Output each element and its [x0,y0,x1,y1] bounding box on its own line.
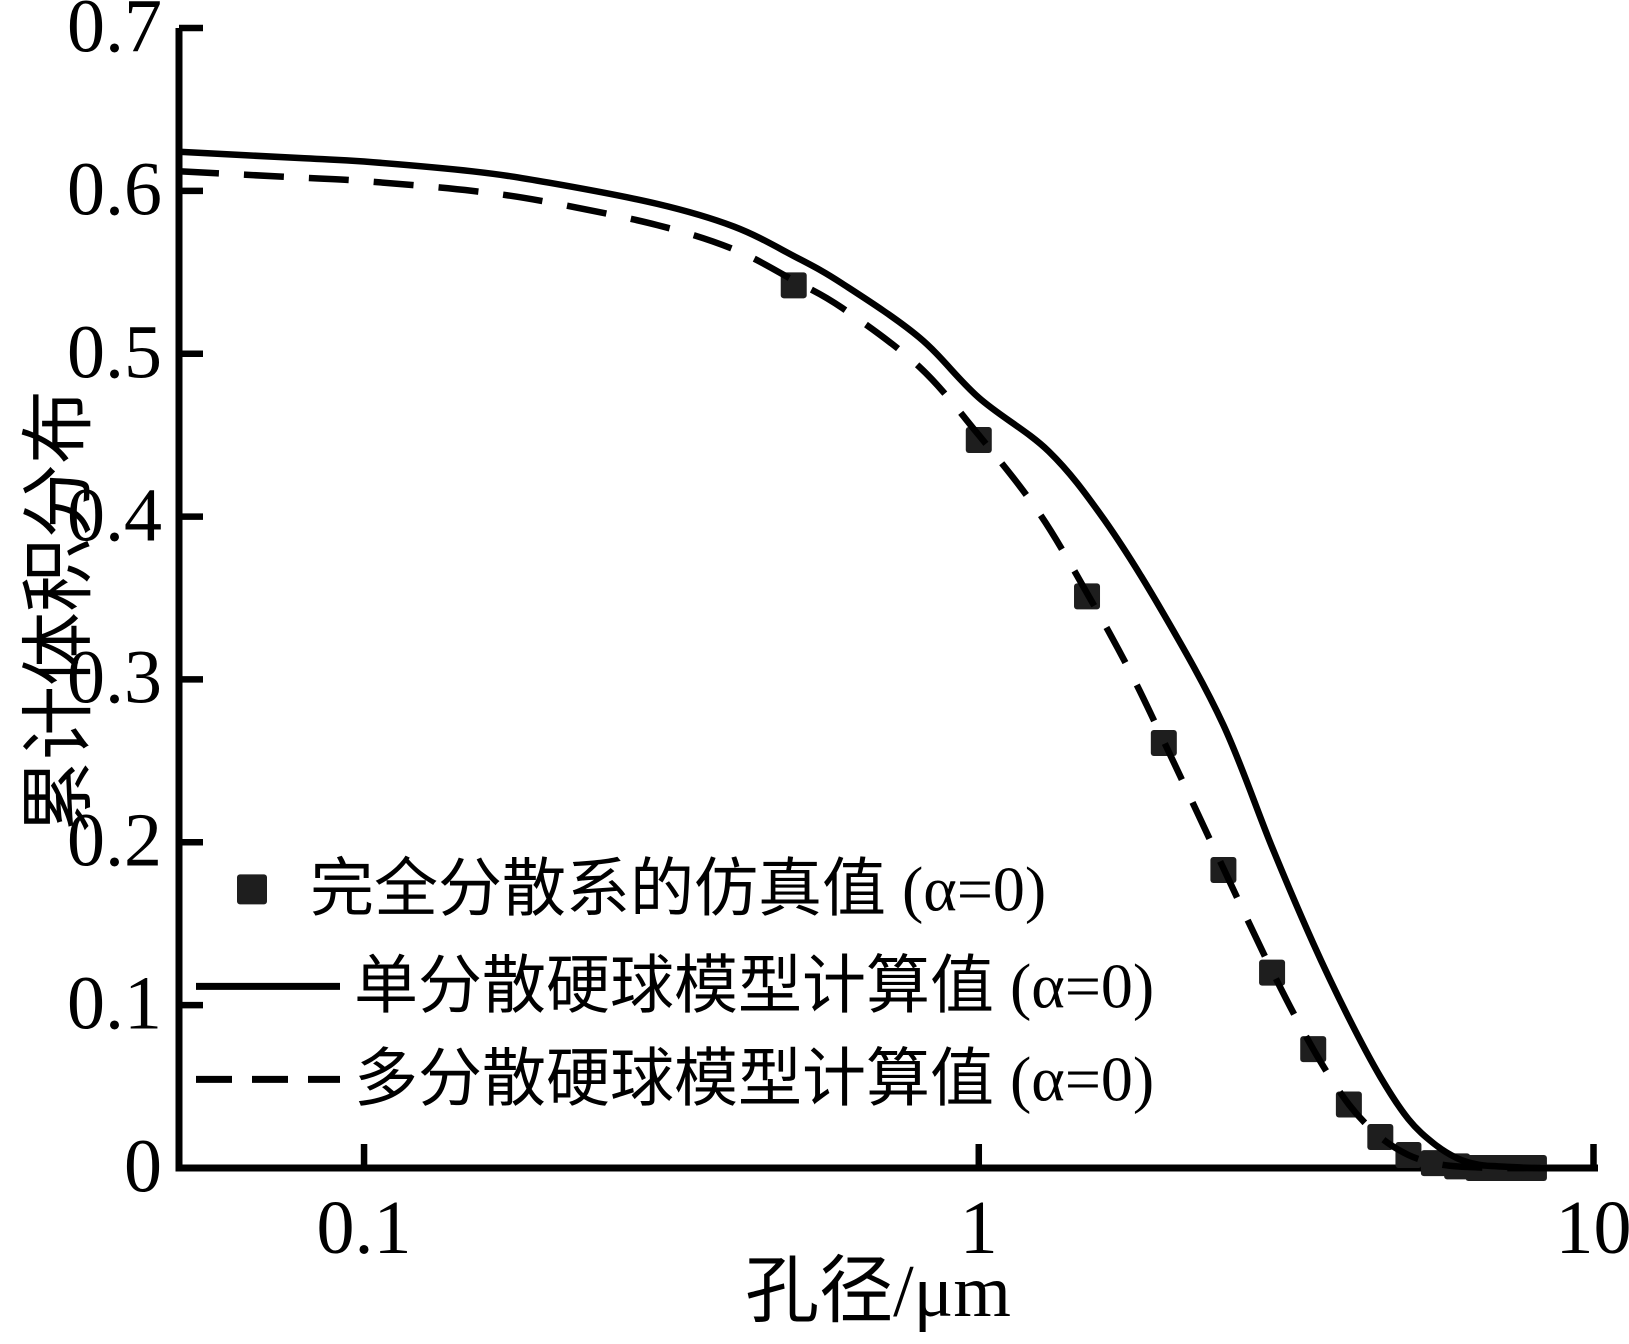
legend-item-polydisperse-model: 多分散硬球模型计算值 (α=0) [190,1043,1155,1115]
simulation-data-marker [1259,959,1286,986]
ticks-layer [179,24,1597,1172]
simulation-data-marker [1420,1150,1447,1177]
legend-square-marker-swatch [237,874,267,904]
legend-label-polydisperse: 多分散硬球模型计算值 (α=0) [354,1043,1155,1115]
series-layer [178,148,1575,1181]
polydisperse-model-curve [178,168,1541,1172]
legend-dashed-line-swatch [196,1075,340,1083]
monodisperse-model-curve [178,148,1575,1172]
simulation-data-marker [1150,729,1177,756]
legend-item-simulation: 完全分散系的仿真值 (α=0) [190,853,1047,925]
legend-item-monodisperse-model: 单分散硬球模型计算值 (α=0) [190,950,1155,1022]
legend-label-monodisperse: 单分散硬球模型计算值 (α=0) [354,950,1155,1022]
legend-solid-line-swatch [196,982,340,990]
legend-label-simulation: 完全分散系的仿真值 (α=0) [310,853,1047,925]
